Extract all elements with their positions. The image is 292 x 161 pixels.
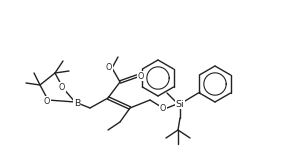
Text: O: O [160, 104, 166, 113]
Text: O: O [138, 71, 144, 80]
Text: Si: Si [176, 99, 184, 109]
Text: O: O [59, 82, 65, 91]
Text: B: B [74, 99, 80, 108]
Text: O: O [106, 62, 112, 71]
Text: O: O [44, 96, 50, 105]
